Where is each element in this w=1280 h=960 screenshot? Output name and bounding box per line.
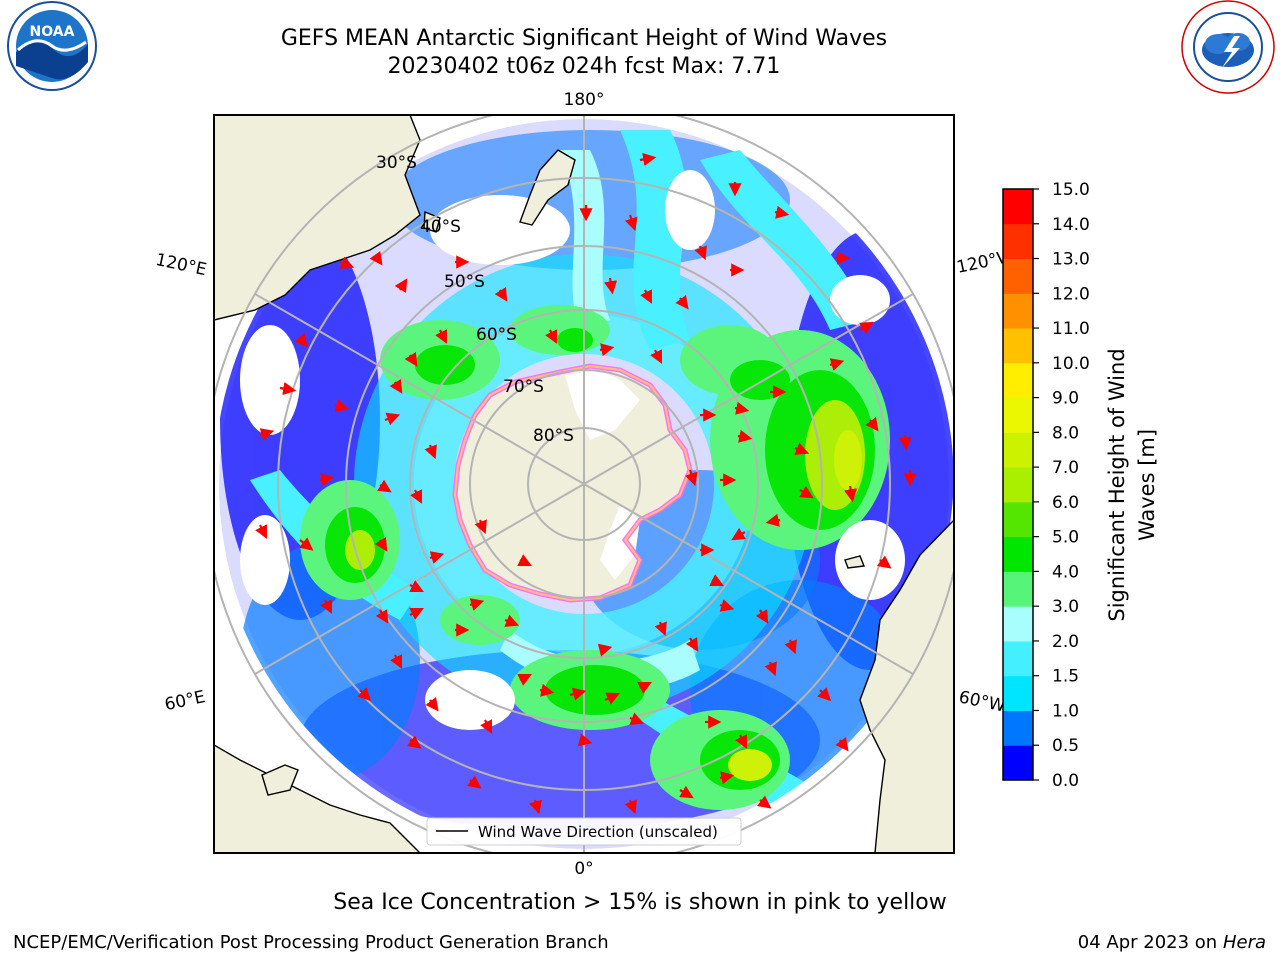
colorbar-tick-label: 6.0 — [1052, 493, 1079, 513]
colorbar-band — [1003, 432, 1033, 468]
credit-date: 04 Apr 2023 on — [1077, 932, 1218, 953]
lat-label-40s: 40°S — [420, 217, 461, 237]
sea-ice-note: Sea Ice Concentration > 15% is shown in … — [333, 890, 947, 915]
wind-arrows — [255, 152, 917, 815]
colorbar-band — [1003, 397, 1033, 433]
map-frame — [213, 114, 955, 854]
colorbar-tick-label: 3.0 — [1052, 597, 1079, 617]
lat-label-30s: 30°S — [376, 153, 417, 173]
colorbar-tick-label: 11.0 — [1052, 319, 1090, 339]
colorbar-band — [1003, 328, 1033, 364]
colorbar-tick-label: 0.5 — [1052, 736, 1079, 756]
map-legend: Wind Wave Direction (unscaled) — [426, 817, 742, 846]
colorbar-band — [1003, 501, 1033, 538]
colorbar-band — [1003, 675, 1033, 711]
colorbar-tick-label: 9.0 — [1052, 389, 1079, 409]
colorbar-frame — [1002, 188, 1034, 781]
colorbar-ticks: 0.0 0.5 1.0 1.5 2.0 3.0 4.0 5.0 6.0 7.0 8.0 9.0 10.0… — [1033, 180, 1090, 791]
land-masses — [214, 115, 954, 853]
madagascar — [261, 764, 299, 796]
colorbar-tick-label: 1.0 — [1052, 701, 1079, 721]
colorbar-band — [1003, 467, 1033, 503]
lat-label-70s: 70°S — [503, 377, 544, 397]
credit-machine: Hera — [1222, 932, 1266, 953]
colorbar-tick-label: 8.0 — [1052, 423, 1079, 443]
credit-left: NCEP/EMC/Verification Post Processing Pr… — [13, 932, 609, 953]
colorbar-band — [1003, 223, 1033, 260]
colorbar-tick-label: 14.0 — [1052, 215, 1090, 235]
credit-right: 04 Apr 2023 on Hera — [1078, 932, 1266, 953]
australia — [214, 115, 421, 321]
colorbar-band — [1003, 536, 1033, 572]
colorbar-band — [1003, 362, 1033, 399]
colorbar-band — [1003, 640, 1033, 677]
lat-label-60s: 60°S — [476, 325, 517, 345]
colorbar-tick-label: 2.0 — [1052, 632, 1079, 652]
colorbar-tick-label: 12.0 — [1052, 284, 1090, 304]
colorbar-band — [1003, 293, 1033, 329]
colorbar-tick-label: 5.0 — [1052, 528, 1079, 548]
south-america — [859, 518, 954, 853]
colorbar-band — [1003, 606, 1033, 642]
map-title: GEFS MEAN Antarctic Significant Height o… — [280, 26, 888, 51]
colorbar-tick-label: 10.0 — [1052, 354, 1090, 374]
graticule — [214, 115, 954, 853]
lon-label-top: 180° — [564, 90, 605, 110]
noaa-logo: NOAA — [7, 1, 97, 91]
noaa-logo-text: NOAA — [30, 24, 75, 40]
colorbar-label-line1: Significant Height of Wind — [1105, 348, 1129, 621]
colorbar-band — [1003, 189, 1033, 225]
lon-label-bottom: 0° — [574, 859, 593, 879]
africa — [214, 744, 421, 853]
legend-label: Wind Wave Direction (unscaled) — [478, 823, 718, 841]
colorbar-label-line2: Waves [m] — [1135, 429, 1159, 541]
lat-label-80s: 80°S — [533, 426, 574, 446]
colorbar-tick-label: 15.0 — [1052, 180, 1090, 200]
nws-logo — [1181, 0, 1275, 94]
colorbar-band — [1003, 710, 1033, 746]
colorbar-tick-label: 13.0 — [1052, 250, 1090, 270]
colorbar-tick-label: 4.0 — [1052, 562, 1079, 582]
map-subtitle: 20230402 t06z 024h fcst Max: 7.71 — [387, 54, 781, 79]
falklands — [844, 555, 865, 569]
colorbar-band — [1003, 745, 1033, 781]
colorbar-band — [1003, 571, 1033, 607]
colorbar-tick-label: 1.5 — [1052, 667, 1079, 687]
colorbar-bands — [1003, 189, 1033, 781]
colorbar-tick-label: 7.0 — [1052, 458, 1079, 478]
colorbar-band — [1003, 258, 1033, 294]
new-zealand — [519, 149, 576, 226]
lat-label-50s: 50°S — [444, 272, 485, 292]
colorbar-tick-label: 0.0 — [1052, 771, 1079, 791]
